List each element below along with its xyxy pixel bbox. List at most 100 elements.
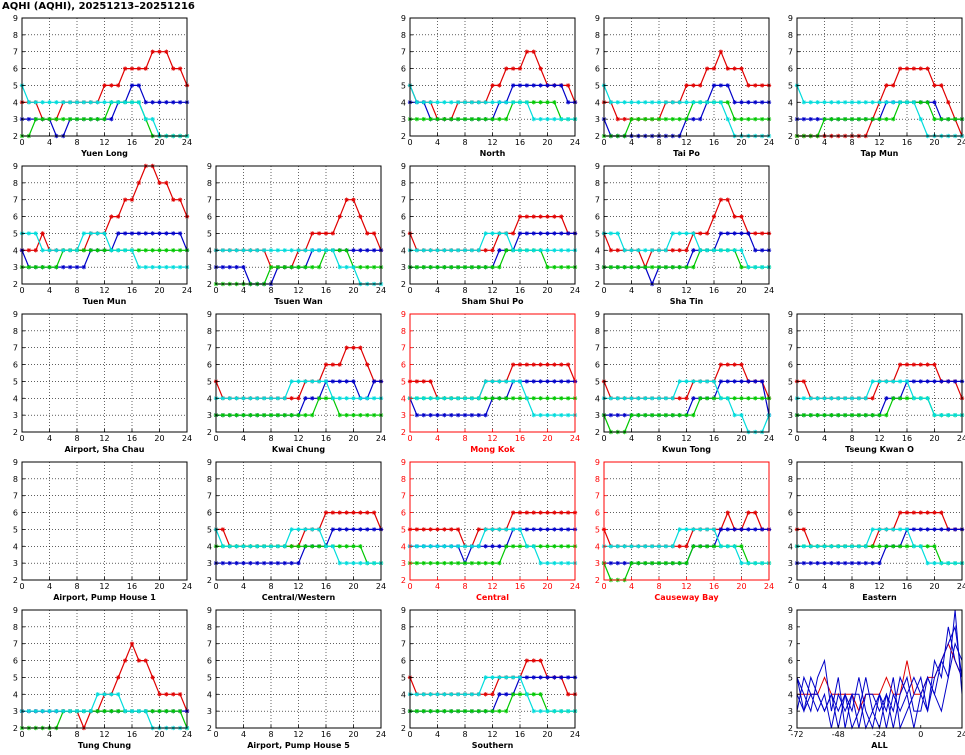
y-tick-label: 8 <box>13 327 18 336</box>
y-tick-label: 5 <box>401 229 406 238</box>
data-point <box>337 510 342 515</box>
data-point <box>677 544 682 549</box>
data-point <box>565 248 571 253</box>
data-point <box>870 379 875 384</box>
y-tick-label: 6 <box>788 509 793 518</box>
y-tick-label: 2 <box>788 576 793 585</box>
data-point <box>877 544 882 549</box>
y-tick-label: 8 <box>13 179 18 188</box>
data-point <box>608 560 614 566</box>
data-point <box>248 560 253 566</box>
data-point <box>414 708 420 714</box>
data-point <box>462 396 468 401</box>
data-point <box>636 116 641 122</box>
data-point <box>622 116 627 122</box>
data-point <box>143 66 148 71</box>
y-tick-label: 3 <box>401 263 406 272</box>
y-tick-label: 7 <box>788 48 793 57</box>
data-point <box>442 412 447 418</box>
y-tick-label: 4 <box>13 690 18 699</box>
y-tick-label: 3 <box>595 559 600 568</box>
data-point <box>129 231 135 236</box>
x-tick-label: 4 <box>822 434 827 443</box>
data-point <box>725 197 730 202</box>
x-tick-label: 20 <box>154 138 164 147</box>
x-tick-label: 4 <box>822 582 827 591</box>
data-point <box>815 544 820 549</box>
data-point <box>497 248 502 253</box>
data-point <box>517 379 523 384</box>
data-point <box>88 116 93 122</box>
data-point <box>33 248 38 253</box>
data-point <box>759 396 765 401</box>
x-tick-label: 0 <box>601 138 606 147</box>
data-point <box>636 412 641 418</box>
data-point <box>88 100 93 105</box>
y-tick-label: 3 <box>595 115 600 124</box>
panel-central: 0 4 8 12 16 20 24 2 3 4 5 6 7 8 9 Central <box>401 458 580 602</box>
data-point <box>268 544 274 549</box>
y-tick-label: 3 <box>595 263 600 272</box>
data-point <box>469 248 475 253</box>
x-tick-label: 8 <box>656 582 661 591</box>
data-point <box>711 83 717 88</box>
data-point <box>897 379 903 384</box>
data-point <box>81 708 87 714</box>
x-tick-label: 24 <box>957 434 965 443</box>
data-point <box>164 248 169 253</box>
y-tick-label: 9 <box>788 14 793 23</box>
data-point <box>81 264 87 270</box>
data-point <box>504 675 509 680</box>
data-point <box>911 100 917 105</box>
series-line-blue <box>796 626 963 730</box>
data-point <box>615 248 620 253</box>
data-point <box>677 396 682 401</box>
data-point <box>26 100 32 105</box>
data-point <box>531 379 536 384</box>
data-point <box>829 412 834 418</box>
data-point <box>932 379 937 384</box>
station-label: Tap Mun <box>861 149 899 158</box>
data-point <box>649 396 655 401</box>
data-point <box>684 560 689 566</box>
x-tick-label: 4 <box>241 582 246 591</box>
y-tick-label: 9 <box>401 310 406 319</box>
data-point <box>698 379 703 384</box>
data-point <box>61 708 66 714</box>
y-tick-label: 2 <box>13 280 18 289</box>
data-point <box>490 100 495 105</box>
data-point <box>545 396 550 401</box>
data-point <box>531 362 536 367</box>
data-point <box>870 544 875 549</box>
data-point <box>227 248 232 253</box>
panel-causeway-bay: 0 4 8 12 16 20 24 2 3 4 5 6 7 8 9 Causeway Bay <box>595 458 774 602</box>
y-tick-label: 9 <box>13 310 18 319</box>
data-point <box>629 560 634 566</box>
y-tick-label: 2 <box>595 280 600 289</box>
y-tick-label: 9 <box>13 162 18 171</box>
data-point <box>421 527 426 532</box>
data-point <box>897 362 903 367</box>
data-point <box>442 396 447 401</box>
data-point <box>462 708 468 714</box>
data-point <box>891 379 896 384</box>
data-point <box>136 708 142 714</box>
data-point <box>656 100 662 105</box>
data-point <box>856 544 862 549</box>
data-point <box>122 100 128 105</box>
data-point <box>849 412 855 418</box>
data-point <box>449 116 454 122</box>
data-point <box>483 412 488 418</box>
data-point <box>40 100 45 105</box>
data-point <box>323 362 329 367</box>
x-tick-label: 0 <box>918 730 923 739</box>
data-point <box>497 100 502 105</box>
plot-frame <box>409 313 576 433</box>
data-point <box>365 231 370 236</box>
y-tick-label: 3 <box>788 559 793 568</box>
data-point <box>337 560 342 566</box>
x-tick-label: 8 <box>268 582 273 591</box>
data-point <box>870 100 875 105</box>
data-point <box>310 396 315 401</box>
data-point <box>531 49 536 54</box>
